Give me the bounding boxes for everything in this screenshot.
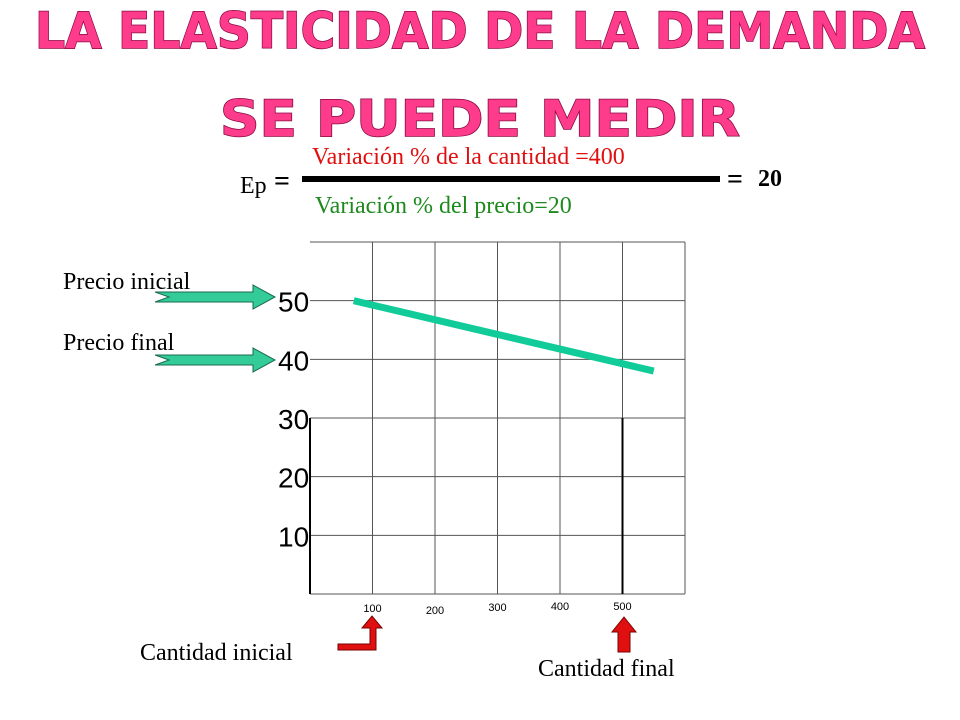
demand-curve	[352, 297, 655, 375]
precio-inicial-label: Precio inicial	[63, 269, 191, 295]
formula-result: 20	[758, 166, 782, 192]
y-tick-label: 50	[278, 287, 309, 318]
right-arrow-icon	[154, 347, 277, 373]
x-tick-label: 300	[488, 602, 506, 614]
x-tick-label: 100	[363, 603, 381, 615]
slide-title-line2: SE PUEDE MEDIR	[220, 90, 740, 148]
cantidad-final-label: Cantidad final	[538, 656, 675, 682]
y-tick-label: 40	[278, 345, 309, 376]
formula-denominator: Variación % del precio=20	[315, 193, 572, 219]
formula-equals-2: =	[727, 164, 743, 195]
y-tick-label: 20	[278, 463, 309, 494]
right-arrow-icon	[154, 284, 277, 310]
formula-equals-1: =	[274, 166, 290, 197]
price-arrows	[154, 284, 277, 373]
quantity-arrows	[337, 615, 638, 653]
formula-numerator: Variación % de la cantidad =400	[312, 144, 625, 170]
y-tick-label: 10	[278, 521, 309, 552]
up-arrow-icon	[337, 615, 384, 651]
x-tick-label: 400	[551, 601, 569, 613]
demand-chart: 10 20 30 40 50 100 200 300 400 500	[278, 241, 686, 617]
precio-final-label: Precio final	[63, 330, 175, 356]
x-tick-label: 200	[426, 605, 444, 617]
slide-title-line1: LA ELASTICIDAD DE LA DEMANDA	[35, 2, 925, 60]
x-tick-label: 500	[613, 601, 631, 613]
up-arrow-icon	[610, 616, 638, 653]
formula-lhs: Ep	[240, 173, 267, 199]
y-tick-label: 30	[278, 404, 309, 435]
cantidad-inicial-label: Cantidad inicial	[140, 640, 293, 666]
elasticity-formula: Ep = Variación % de la cantidad =400 Var…	[240, 144, 782, 219]
